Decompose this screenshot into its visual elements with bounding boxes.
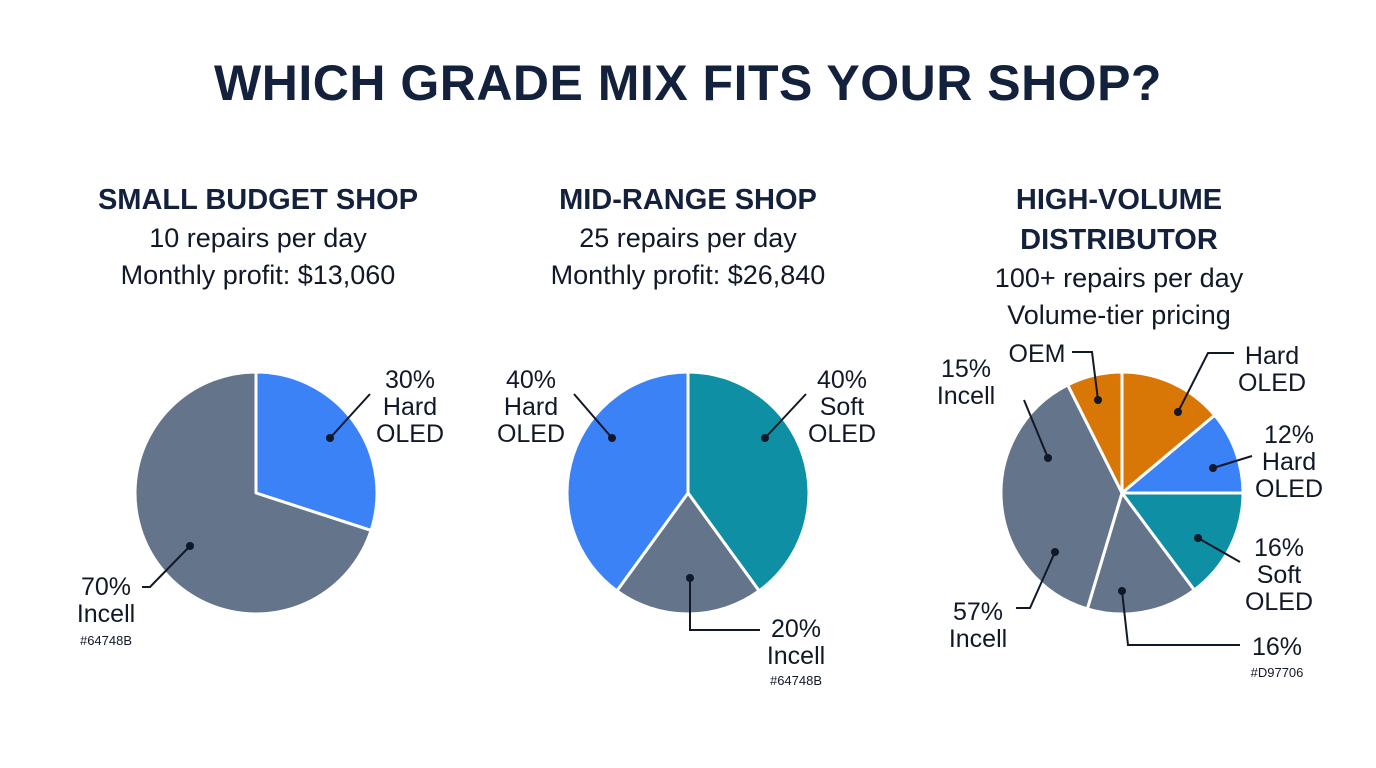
slice-label: Hard <box>504 393 558 421</box>
callout-dot <box>326 434 334 442</box>
slice-label: 30% <box>385 366 435 394</box>
slice-label: Incell <box>77 600 135 628</box>
panel-title: HIGH-VOLUME DISTRIBUTOR <box>1015 184 1223 256</box>
callout-dot <box>1174 408 1182 416</box>
callout-line <box>1072 351 1099 401</box>
callout-dot <box>761 434 769 442</box>
callout-dot <box>1051 548 1059 556</box>
slice-label: Soft <box>820 393 865 421</box>
pie-slice <box>1120 370 1217 495</box>
callout-dot <box>1118 587 1126 595</box>
slice-label: OLED <box>808 420 876 448</box>
color-code-label: #64748B <box>770 673 822 688</box>
callout-dot <box>686 574 694 582</box>
callout-line <box>1121 590 1240 646</box>
slice-label: 15% <box>941 355 991 383</box>
callout-line <box>689 578 760 631</box>
panel-subtitle: Monthly profit: $13,060 <box>120 260 396 290</box>
color-code-label: #D97706 <box>1251 665 1304 680</box>
pie-slice <box>1120 413 1245 495</box>
slice-label: OLED <box>497 420 565 448</box>
slice-label: OLED <box>1238 369 1306 397</box>
callout-dot <box>1044 454 1052 462</box>
panel-subtitle: Volume-tier pricing <box>1007 300 1231 330</box>
slice-label: Incell <box>937 382 995 410</box>
slice-label: 12% <box>1264 421 1314 449</box>
slice-label: Hard <box>1262 448 1316 476</box>
callout-line <box>1016 551 1056 609</box>
slice-label: Incell <box>949 625 1007 653</box>
slice-label: OEM <box>1009 340 1066 368</box>
callout-dot <box>186 542 194 550</box>
color-code-label: #64748B <box>80 633 132 648</box>
panel-high-header: HIGH-VOLUME DISTRIBUTOR 100+ repairs per… <box>919 180 1319 334</box>
slice-label: 16% <box>1254 534 1304 562</box>
slice-label: Incell <box>767 642 825 670</box>
pie-slice <box>133 370 373 616</box>
panel-small-header: SMALL BUDGET SHOP 10 repairs per day Mon… <box>58 180 458 294</box>
slice-label: 20% <box>771 615 821 643</box>
callout-line <box>1023 399 1049 459</box>
slice-label: Hard <box>1245 342 1299 370</box>
panel-subtitle: 100+ repairs per day <box>994 263 1244 293</box>
callout-line <box>1197 537 1241 563</box>
pie-slice <box>565 370 690 593</box>
pie-slice <box>686 370 811 593</box>
pie-slice <box>999 383 1124 611</box>
callout-dot <box>1194 534 1202 542</box>
pie-slice <box>615 491 761 616</box>
callout-line <box>573 393 613 439</box>
slice-label: 16% <box>1252 633 1302 661</box>
callout-line <box>1177 352 1234 413</box>
slice-label: OLED <box>1245 588 1313 616</box>
panel-subtitle: Monthly profit: $26,840 <box>550 260 826 290</box>
panel-subtitle: 25 repairs per day <box>579 223 797 253</box>
slice-label: 57% <box>953 598 1003 626</box>
callout-dot <box>1094 396 1102 404</box>
slice-label: OLED <box>376 420 444 448</box>
callout-line <box>329 393 371 439</box>
pie-slice <box>254 370 379 532</box>
slice-label: 70% <box>81 573 131 601</box>
callout-dot <box>1209 464 1217 472</box>
panel-subtitle: 10 repairs per day <box>149 223 367 253</box>
slice-label: Hard <box>383 393 437 421</box>
callout-line <box>764 393 807 439</box>
slice-label: OLED <box>1255 475 1323 503</box>
panel-mid-header: MID-RANGE SHOP 25 repairs per day Monthl… <box>488 180 888 294</box>
callout-line <box>1212 455 1253 469</box>
slice-label: 40% <box>506 366 556 394</box>
page-title: WHICH GRADE MIX FITS YOUR SHOP? <box>214 55 1162 111</box>
slice-label: 40% <box>817 366 867 394</box>
slice-label: Soft <box>1257 561 1302 589</box>
callout-line <box>142 545 191 588</box>
panel-title: MID-RANGE SHOP <box>559 184 817 216</box>
callout-dot <box>608 434 616 442</box>
panel-title: SMALL BUDGET SHOP <box>97 184 419 216</box>
pie-slice <box>1120 491 1245 592</box>
